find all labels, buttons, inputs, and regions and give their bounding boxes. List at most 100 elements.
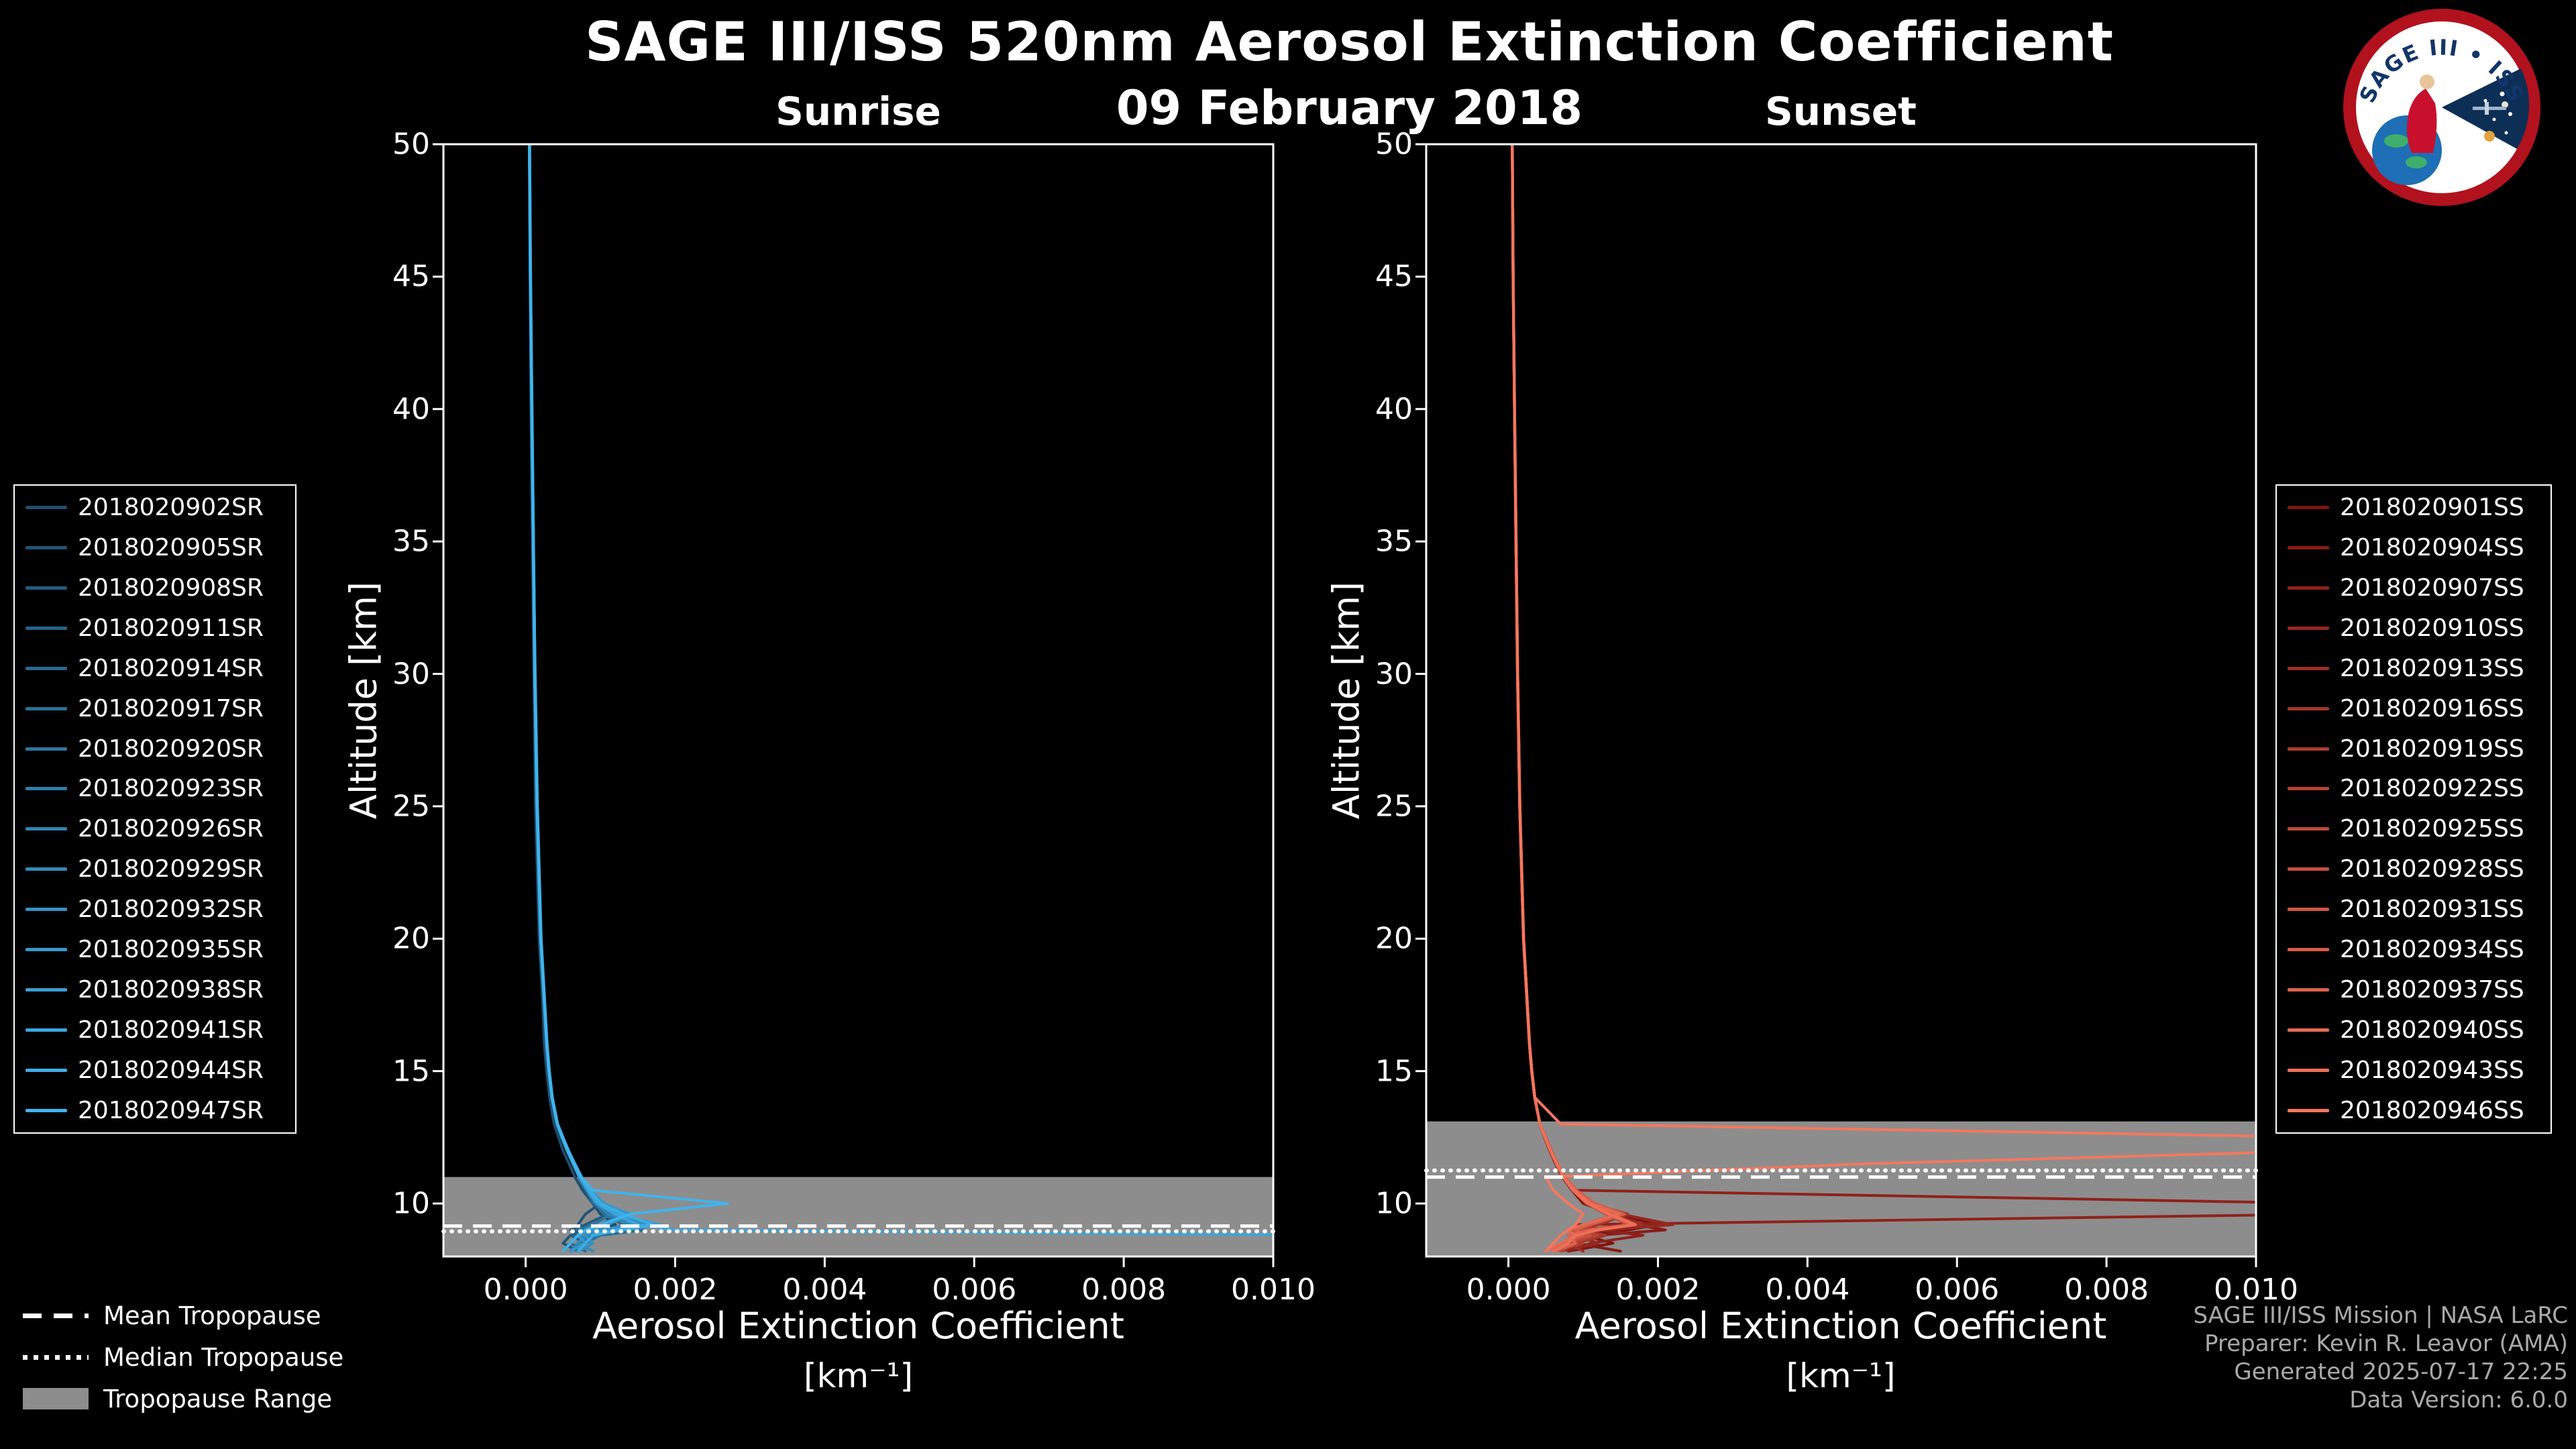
legend-label: 2018020946SS: [2340, 1096, 2524, 1124]
mean-tropopause-label: Mean Tropopause: [103, 1301, 321, 1330]
sunset-y-axis-label: Altitude [km]: [1325, 581, 1368, 820]
legend-swatch: [2288, 948, 2329, 952]
legend-label: 2018020922SS: [2340, 775, 2524, 803]
x-tick-label: 0.006: [932, 1273, 1017, 1307]
profile-line: [1511, 144, 1626, 1253]
mission-logo: SAGE III • ISS: [2343, 9, 2540, 206]
y-tick-label: 15: [392, 1054, 430, 1089]
logo-sage-head: [2420, 74, 2434, 89]
profile-line: [1511, 144, 2256, 1253]
legend-item: 2018020905SR: [25, 534, 284, 561]
legend-item: 2018020935SR: [25, 936, 284, 963]
profile-line: [528, 144, 625, 1253]
profile-line: [528, 144, 602, 1253]
logo-planet: [2502, 101, 2508, 108]
profile-line: [1511, 144, 1667, 1253]
x-tick-label: 0.006: [1915, 1273, 2000, 1307]
profile-line: [528, 144, 639, 1253]
logo-earth-land: [2384, 134, 2408, 148]
y-tick-label: 20: [1375, 921, 1413, 956]
median-tropopause-legend-item: Median Tropopause: [23, 1342, 343, 1373]
legend-item: 2018020943SS: [2288, 1057, 2540, 1084]
y-tick-label: 15: [1375, 1054, 1413, 1089]
sunrise-x-axis-units: [km⁻¹]: [803, 1356, 914, 1395]
profile-line: [528, 144, 610, 1253]
legend-swatch: [25, 747, 67, 751]
legend-swatch: [25, 506, 67, 509]
profile-line: [1511, 144, 1621, 1253]
profile-line: [1511, 144, 1637, 1253]
legend-item: 2018020917SR: [25, 695, 284, 722]
profile-line: [528, 144, 729, 1253]
legend-item: 2018020928SS: [2288, 855, 2540, 883]
legend-item: 2018020937SS: [2288, 976, 2540, 1004]
y-tick-label: 30: [392, 657, 430, 692]
legend-swatch: [25, 1108, 67, 1112]
legend-label: 2018020937SS: [2340, 976, 2524, 1004]
legend-label: 2018020934SS: [2340, 936, 2524, 964]
legend-item: 2018020908SR: [25, 574, 284, 602]
legend-item: 2018020944SR: [25, 1057, 284, 1084]
y-tick-label: 35: [392, 524, 430, 559]
legend-label: 2018020943SS: [2340, 1056, 2524, 1084]
logo-star: [2483, 99, 2487, 103]
sunset-x-axis-label: Aerosol Extinction Coefficient: [1574, 1305, 2107, 1347]
x-tick-label: 0.008: [2064, 1273, 2149, 1307]
legend-item: 2018020926SR: [25, 815, 284, 843]
legend-item: 2018020904SS: [2288, 534, 2540, 561]
legend-swatch: [2288, 586, 2329, 590]
legend-item: 2018020941SR: [25, 1016, 284, 1044]
legend-swatch: [2288, 626, 2329, 630]
legend-swatch: [25, 787, 67, 791]
legend-label: 2018020901SS: [2340, 494, 2524, 521]
x-tick-label: 0.004: [782, 1273, 867, 1307]
y-tick-label: 50: [1375, 127, 1413, 162]
sunset-plot: 10 15 20 25 30 35 40 45 50 0.000 0.002 0.004 0.006 0.…: [1375, 127, 2298, 1307]
y-tick-label: 25: [1375, 789, 1413, 824]
legend-label: 2018020916SS: [2340, 694, 2524, 722]
profile-line: [528, 144, 613, 1253]
tropopause-range-label: Tropopause Range: [103, 1384, 333, 1413]
legend-item: 2018020913SS: [2288, 655, 2540, 682]
legend-label: 2018020917SR: [78, 694, 264, 722]
profile-line: [528, 144, 617, 1253]
x-tick-label: 0.004: [1765, 1273, 1850, 1307]
legend-item: 2018020929SR: [25, 855, 284, 883]
legend-swatch: [2288, 867, 2329, 871]
profile-line: [528, 144, 632, 1253]
profile-line: [1511, 144, 1637, 1253]
legend-label: 2018020913SS: [2340, 654, 2524, 682]
legend-label: 2018020926SR: [78, 815, 264, 843]
legend-item: 2018020920SR: [25, 735, 284, 763]
legend-label: 2018020902SR: [78, 494, 264, 521]
x-tick-label: 0.002: [1615, 1273, 1701, 1307]
legend-swatch: [25, 827, 67, 831]
logo-planet: [2484, 131, 2495, 142]
legend-item: 2018020938SR: [25, 976, 284, 1004]
sunrise-plot-canvas: [433, 143, 1275, 1267]
credit-line-preparer: Preparer: Kevin R. Leavor (AMA): [2204, 1330, 2568, 1358]
legend-swatch: [2288, 787, 2329, 791]
sunset-panel-title: Sunset: [1765, 89, 1917, 134]
profile-line: [1511, 144, 1619, 1253]
legend-item: 2018020932SR: [25, 896, 284, 923]
legend-item: 2018020916SS: [2288, 695, 2540, 722]
sunrise-series-legend: 2018020902SR 2018020905SR 2018020908SR 2018…: [13, 484, 297, 1134]
legend-swatch: [25, 908, 67, 912]
sunset-plot-canvas: [1415, 143, 2258, 1267]
legend-item: 2018020914SR: [25, 655, 284, 682]
profile-line: [528, 144, 632, 1253]
legend-item: 2018020901SS: [2288, 494, 2540, 521]
plot-border: [1425, 143, 2257, 1258]
profile-line: [528, 144, 628, 1253]
legend-item: 2018020946SS: [2288, 1097, 2540, 1124]
y-tick-label: 40: [392, 392, 430, 427]
y-tick-label: 40: [1375, 392, 1413, 427]
legend-swatch: [2288, 1028, 2329, 1032]
profile-line: [1511, 144, 1633, 1253]
y-tick-label: 45: [1375, 259, 1413, 294]
median-tropopause-sample: [23, 1354, 89, 1360]
legend-label: 2018020940SS: [2340, 1016, 2524, 1044]
profile-line: [1511, 144, 1629, 1253]
